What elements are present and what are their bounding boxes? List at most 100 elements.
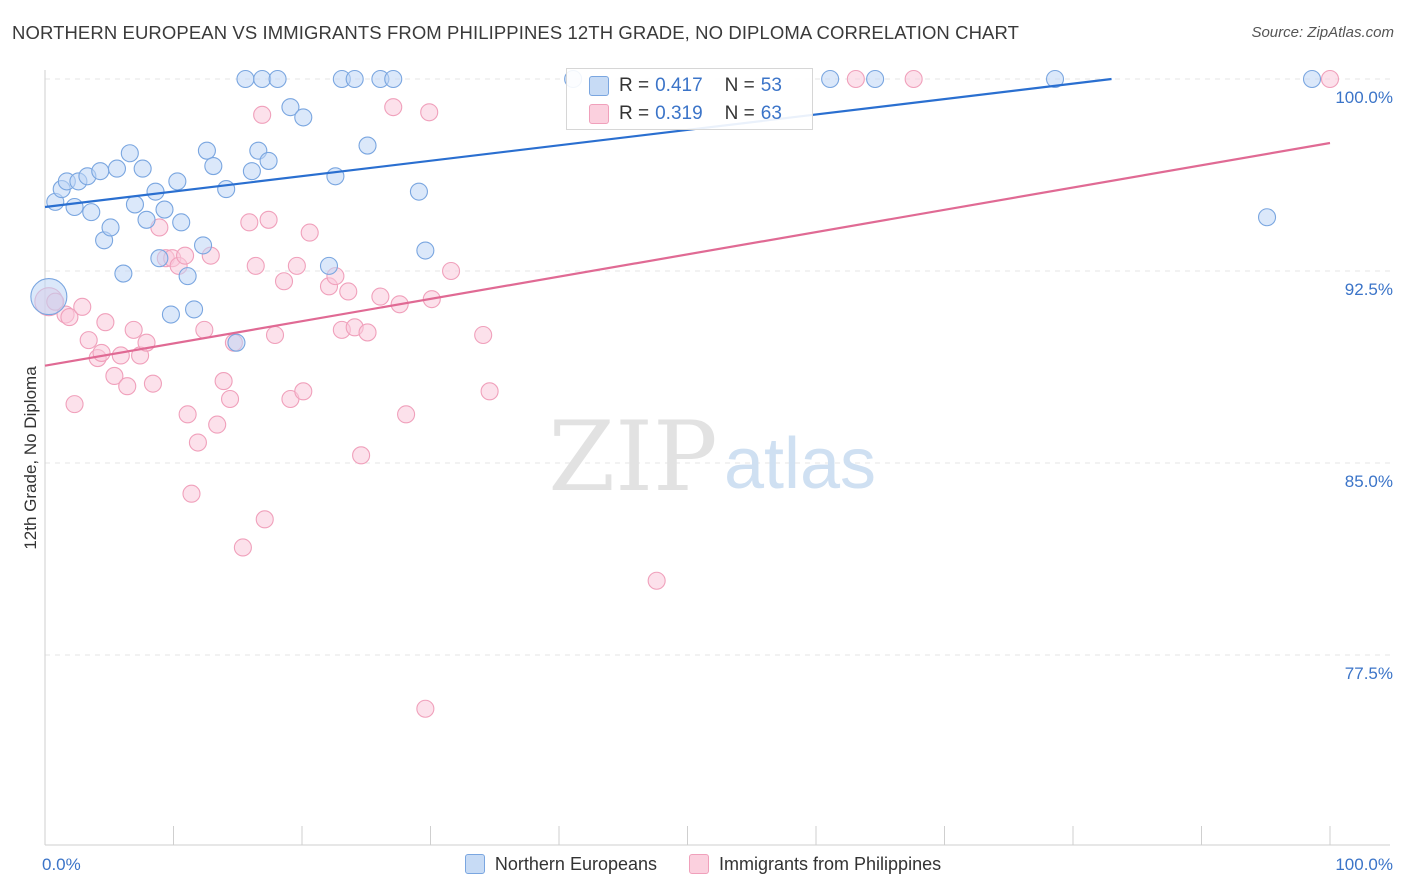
point-philippines — [253, 105, 272, 124]
point-philippines — [220, 389, 240, 409]
point-northern-european — [866, 69, 885, 89]
r-label: R = — [619, 103, 650, 124]
point-philippines — [105, 366, 124, 386]
point-philippines — [265, 325, 285, 345]
point-northern-european — [30, 278, 68, 316]
point-philippines — [339, 282, 358, 301]
point-philippines — [647, 571, 666, 590]
point-northern-european — [358, 136, 377, 155]
n-value: 53 — [760, 75, 782, 96]
point-northern-european — [242, 162, 261, 181]
point-philippines — [474, 325, 493, 345]
y-tick-label: 85.0% — [1345, 472, 1393, 491]
source-credit: Source: ZipAtlas.com — [1251, 24, 1394, 41]
point-philippines — [420, 103, 439, 122]
point-philippines — [904, 69, 923, 89]
point-northern-european — [1045, 69, 1065, 89]
n-label: N = — [724, 75, 755, 96]
r-value: 0.319 — [655, 103, 703, 124]
legend-item-philippines[interactable]: Immigrants from Philippines — [689, 851, 941, 877]
point-philippines — [65, 395, 84, 414]
point-philippines — [294, 382, 313, 401]
point-philippines — [371, 287, 390, 306]
point-philippines — [846, 69, 865, 89]
point-philippines — [352, 446, 371, 465]
point-northern-european — [253, 69, 272, 89]
point-philippines — [233, 538, 252, 557]
axes — [44, 70, 1390, 846]
point-philippines — [60, 308, 79, 327]
point-philippines — [255, 510, 274, 529]
point-philippines — [287, 256, 306, 275]
point-northern-european — [101, 218, 120, 237]
point-northern-european — [82, 203, 101, 222]
point-northern-european — [281, 98, 300, 117]
point-philippines — [416, 699, 435, 718]
y-tick-label: 100.0% — [1335, 88, 1393, 107]
point-northern-european — [416, 241, 435, 260]
point-northern-european — [194, 236, 213, 255]
point-northern-european — [137, 210, 156, 229]
point-northern-european — [178, 267, 197, 286]
point-northern-european — [345, 69, 364, 89]
point-philippines — [118, 377, 137, 396]
point-philippines — [208, 415, 227, 434]
point-philippines — [240, 213, 259, 232]
point-northern-european — [172, 213, 191, 232]
legend-swatch-pink — [689, 854, 710, 874]
y-tick-label: 92.5% — [1345, 280, 1393, 299]
legend-swatch-blue — [464, 854, 485, 874]
watermark: ZIP atlas — [548, 401, 876, 513]
trend-lines — [44, 77, 1331, 367]
r-label: R = — [619, 75, 650, 96]
point-northern-european — [268, 69, 287, 89]
point-philippines — [259, 210, 278, 229]
point-northern-european — [319, 256, 339, 275]
point-northern-european — [204, 156, 223, 176]
point-northern-european — [227, 333, 246, 352]
point-northern-european — [259, 151, 278, 170]
point-philippines — [246, 256, 265, 275]
point-northern-european — [821, 69, 840, 89]
legend-swatch-pink — [589, 104, 609, 124]
point-philippines — [178, 405, 197, 424]
point-philippines — [442, 261, 461, 281]
point-northern-european — [1302, 69, 1322, 89]
point-northern-european — [409, 182, 428, 201]
point-philippines — [300, 223, 319, 242]
y-tick-label: 77.5% — [1345, 664, 1393, 683]
legend-label: Northern Europeans — [494, 853, 658, 874]
point-northern-european — [197, 141, 216, 160]
point-philippines — [195, 320, 214, 339]
legend-label: Immigrants from Philippines — [719, 853, 942, 874]
watermark-atlas: atlas — [724, 424, 876, 504]
point-northern-european — [384, 69, 403, 89]
point-northern-european — [120, 144, 139, 163]
point-northern-european — [65, 197, 84, 217]
point-philippines — [92, 343, 111, 362]
point-philippines — [397, 405, 416, 424]
tick-labels: 77.5% 85.0% 92.5% 100.0% 0.0% 100.0% — [42, 88, 1393, 874]
n-label: N = — [724, 103, 755, 124]
legend-row-philippines: R = 0.319 N = 63 — [589, 103, 782, 125]
point-philippines — [79, 331, 98, 350]
point-philippines — [143, 374, 162, 393]
trend-line-philippines — [44, 141, 1331, 367]
point-northern-european — [91, 162, 110, 181]
point-northern-european — [294, 108, 313, 127]
point-northern-european — [125, 195, 144, 214]
point-northern-european — [114, 264, 133, 283]
legend-item-northern-europeans[interactable]: Northern Europeans — [464, 851, 658, 877]
point-philippines — [188, 433, 207, 452]
point-northern-european — [168, 172, 187, 191]
point-philippines — [358, 323, 377, 342]
x-tick-label: 100.0% — [1335, 855, 1393, 874]
point-philippines — [96, 313, 115, 332]
point-northern-european — [155, 200, 174, 219]
correlation-legend: R = 0.417 N = 53 R = 0.319 N = 63 — [566, 68, 813, 130]
point-northern-european — [161, 305, 180, 324]
point-northern-european — [217, 180, 236, 199]
point-northern-european — [133, 159, 152, 178]
data-points — [30, 69, 1340, 718]
